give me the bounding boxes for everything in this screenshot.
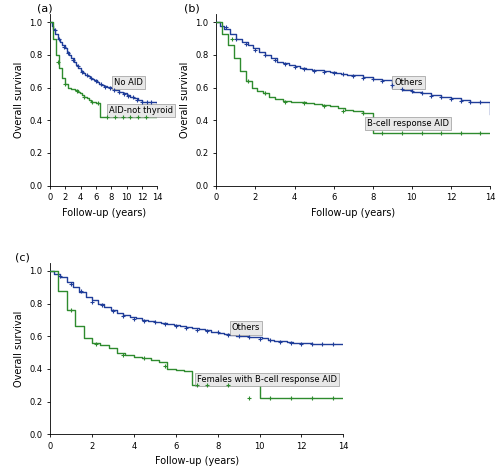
Y-axis label: Overall survival: Overall survival bbox=[180, 62, 190, 138]
Text: (c): (c) bbox=[15, 252, 30, 262]
X-axis label: Follow-up (years): Follow-up (years) bbox=[62, 208, 146, 218]
Y-axis label: Overall survival: Overall survival bbox=[14, 310, 24, 387]
Text: Others: Others bbox=[394, 78, 422, 87]
Y-axis label: Overall survival: Overall survival bbox=[14, 62, 24, 138]
X-axis label: Follow-up (years): Follow-up (years) bbox=[154, 456, 238, 466]
Text: AID-not thyroid: AID-not thyroid bbox=[109, 106, 173, 115]
Text: Females with B-cell response AID: Females with B-cell response AID bbox=[196, 375, 336, 384]
X-axis label: Follow-up (years): Follow-up (years) bbox=[311, 208, 395, 218]
Text: (b): (b) bbox=[184, 3, 200, 13]
Text: B-cell response AID: B-cell response AID bbox=[367, 119, 449, 128]
Text: (a): (a) bbox=[37, 3, 52, 13]
Text: No AID: No AID bbox=[114, 78, 144, 87]
Text: Others: Others bbox=[232, 323, 260, 332]
